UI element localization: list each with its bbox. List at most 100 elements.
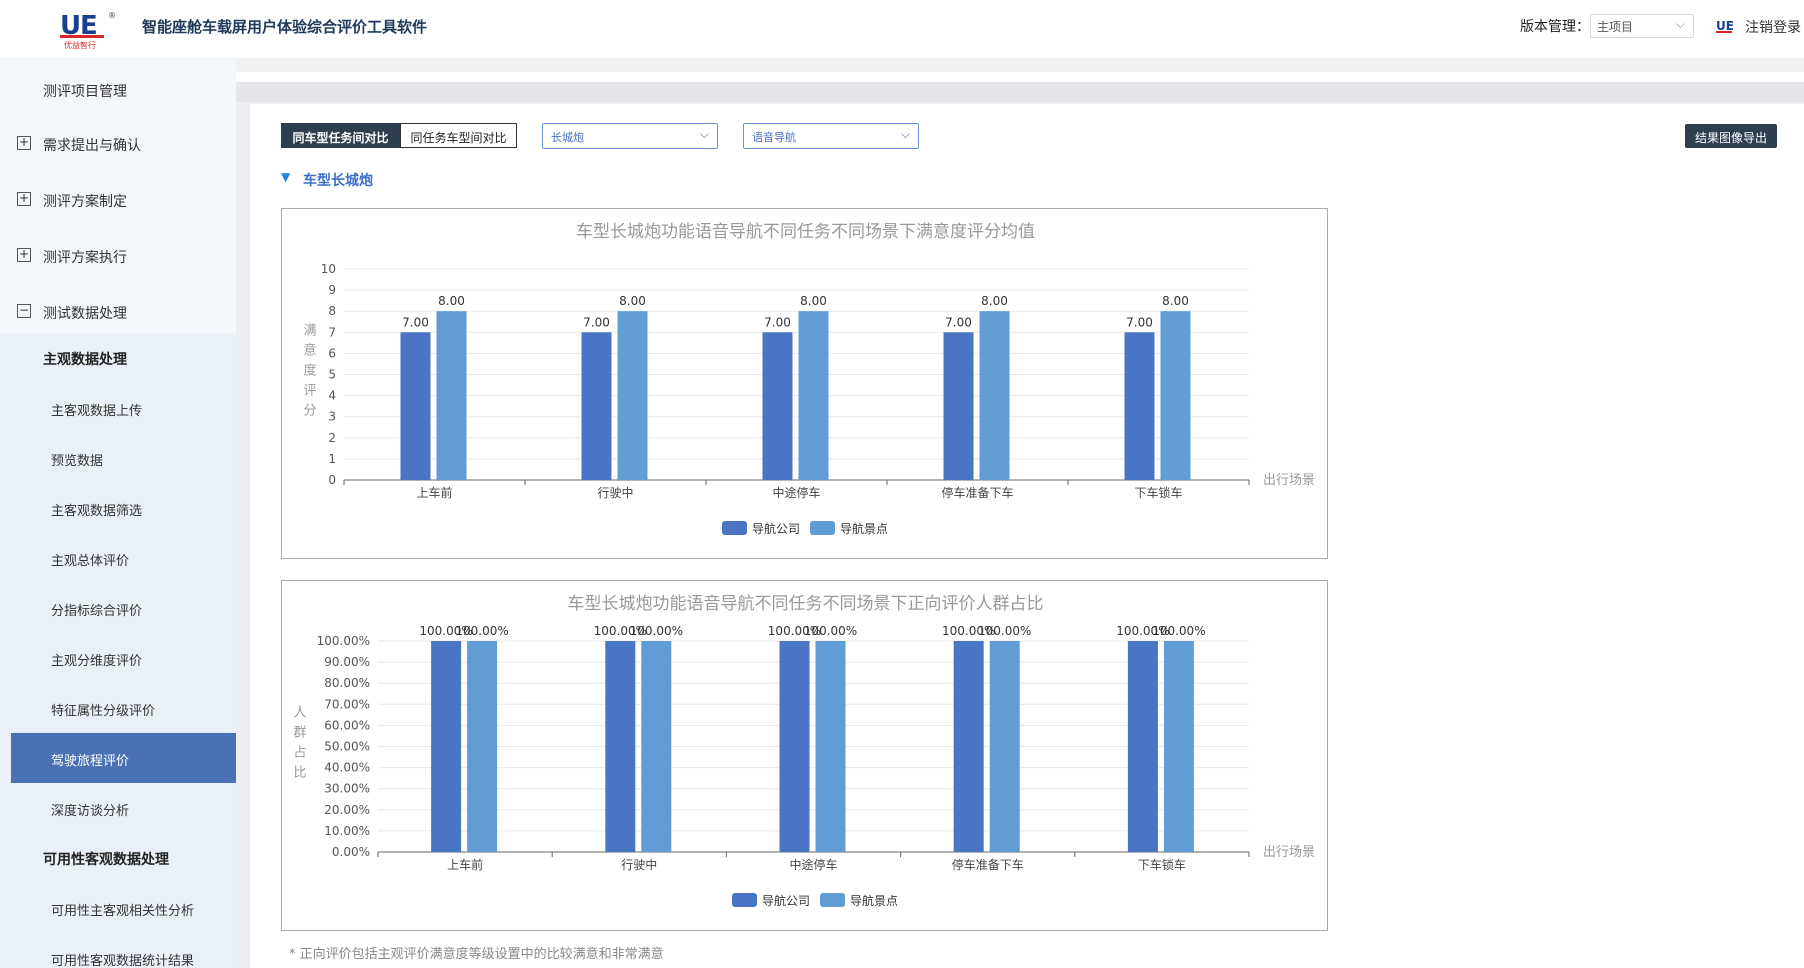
submenu-item[interactable]: 主观分维度评价 [51,654,143,669]
y-tick-label: 3 [328,410,336,424]
submenu-item-driving-journey[interactable]: 驾驶旅程评价 [51,754,130,769]
y-tick-label: 100.00% [317,634,370,648]
x-tick-label: 上车前 [416,485,452,500]
sidebar-item-plan[interactable]: + 测评方案制定 [0,176,236,226]
legend-swatch [722,521,747,535]
chart-svg: 车型长城炮功能语音导航不同任务不同场景下满意度评分均值 0 1 2 3 4 5 6 7 8 9 10 上… [303,222,1315,536]
data-label: 100.00% [768,624,821,638]
tab-same-task-compare[interactable]: 同任务车型间对比 [400,123,517,148]
chart-title: 车型长城炮功能语音导航不同任务不同场景下正向评价人群占比 [568,594,1044,614]
y-axis-title-char: 评 [303,384,316,399]
top-bar: U E ® 优益智行 智能座舱车载屏用户体验综合评价工具软件 版本管理： 主项目… [0,0,1804,58]
logout-link[interactable]: 注销登录 [1745,20,1801,36]
data-label: 100.00% [804,624,857,638]
submenu-heading-subjective[interactable]: 主观数据处理 [43,352,127,368]
version-select-value: 主项目 [1597,20,1634,34]
submenu-panel [0,334,236,968]
y-tick-label: 70.00% [324,697,370,711]
submenu-item[interactable]: 主客观数据上传 [51,404,143,419]
data-label: 7.00 [1126,315,1153,329]
x-tick-label: 下车锁车 [1134,485,1182,500]
bar [605,641,636,852]
function-select-value: 语音导航 [752,131,796,144]
submenu-heading-usability[interactable]: 可用性客观数据处理 [43,852,169,868]
x-tick-label: 停车准备下车 [941,485,1013,500]
y-tick-label: 6 [328,346,336,360]
function-select[interactable]: 语音导航 ⌵ [743,123,919,149]
submenu-item[interactable]: 主观总体评价 [51,554,130,569]
submenu-item[interactable]: 特征属性分级评价 [51,704,156,719]
export-image-button[interactable]: 结果图像导出 [1685,124,1777,148]
y-axis-title-char: 分 [303,404,316,419]
bar [617,311,648,480]
sidebar-item-project-management[interactable]: 测评项目管理 [0,66,236,116]
sidebar-item-label: 测评项目管理 [43,84,127,100]
svg-text:优益智行: 优益智行 [64,40,96,50]
y-tick-label: 50.00% [324,740,370,754]
y-tick-label: 30.00% [324,782,370,796]
submenu-item[interactable]: 主客观数据筛选 [51,504,143,519]
data-label: 100.00% [978,624,1031,638]
data-label: 100.00% [942,624,995,638]
data-label: 8.00 [1162,294,1189,308]
y-tick-label: 20.00% [324,803,370,817]
collapse-triangle-icon[interactable]: ▼ [281,170,291,184]
y-axis-title-char: 人 [293,706,306,721]
car-model-select[interactable]: 长城炮 ⌵ [542,123,718,149]
bar [400,332,431,480]
data-label: 7.00 [945,315,972,329]
footnote: * 正向评价包括主观评价满意度等级设置中的比较满意和非常满意 [289,947,664,962]
bar [431,641,462,852]
y-tick-label: 10.00% [324,824,370,838]
x-tick-label: 中途停车 [772,485,820,500]
expand-icon: + [17,135,31,150]
data-label: 8.00 [981,294,1008,308]
submenu-item-active-bg[interactable] [11,733,236,783]
sidebar-item-execution[interactable]: + 测评方案执行 [0,232,236,282]
submenu-item[interactable]: 可用性客观数据统计结果 [51,954,195,968]
sidebar-item-label: 需求提出与确认 [43,138,141,154]
app-title: 智能座舱车载屏用户体验综合评价工具软件 [142,18,428,36]
data-label: 100.00% [1152,624,1205,638]
submenu-item[interactable]: 可用性主客观相关性分析 [51,904,195,919]
x-tick-label: 下车锁车 [1138,857,1186,872]
submenu-item[interactable]: 预览数据 [51,454,104,469]
bar [815,641,846,852]
y-tick-label: 90.00% [324,655,370,669]
x-tick-label: 行驶中 [621,857,657,872]
bar [581,332,612,480]
section-title[interactable]: 车型长城炮 [303,173,373,189]
chevron-down-icon: ⌵ [1675,17,1685,31]
legend-swatch [732,893,757,907]
y-tick-label: 8 [328,304,336,318]
y-axis-title-char: 满 [303,324,316,339]
chart-positive-ratio: 车型长城炮功能语音导航不同任务不同场景下正向评价人群占比 0.00% 10.00% 2… [281,580,1328,931]
submenu-item[interactable]: 深度访谈分析 [51,804,130,819]
x-tick-label: 停车准备下车 [952,857,1024,872]
y-axis-title-char: 度 [303,363,316,379]
bar [779,641,810,852]
bar [943,332,974,480]
y-tick-label: 10 [321,262,336,276]
sidebar-item-data-processing[interactable]: − 测试数据处理 [0,288,236,338]
y-tick-label: 0 [328,473,336,487]
top-divider [236,58,1804,72]
tab-same-model-compare[interactable]: 同车型任务间对比 [281,123,400,148]
legend-label: 导航公司 [752,521,800,536]
collapse-icon: − [17,303,31,318]
submenu-item[interactable]: 分指标综合评价 [51,604,143,619]
x-tick-label: 中途停车 [789,857,837,872]
data-label: 7.00 [583,315,610,329]
chart-satisfaction-mean: 车型长城炮功能语音导航不同任务不同场景下满意度评分均值 0 1 2 3 4 5 6 7 8 9 10 上… [281,208,1328,559]
data-label: 8.00 [438,294,465,308]
sidebar-item-requirements[interactable]: + 需求提出与确认 [0,120,236,170]
version-select[interactable]: 主项目 ⌵ [1590,14,1694,38]
scroll-track [236,82,1804,102]
svg-text:E: E [80,11,98,41]
y-tick-label: 60.00% [324,718,370,732]
sidebar-item-label: 测评方案制定 [43,194,127,210]
y-tick-label: 9 [328,283,336,297]
y-axis-title-char: 群 [293,726,306,741]
data-label: 100.00% [594,624,647,638]
x-axis-title: 出行场景 [1263,473,1315,488]
